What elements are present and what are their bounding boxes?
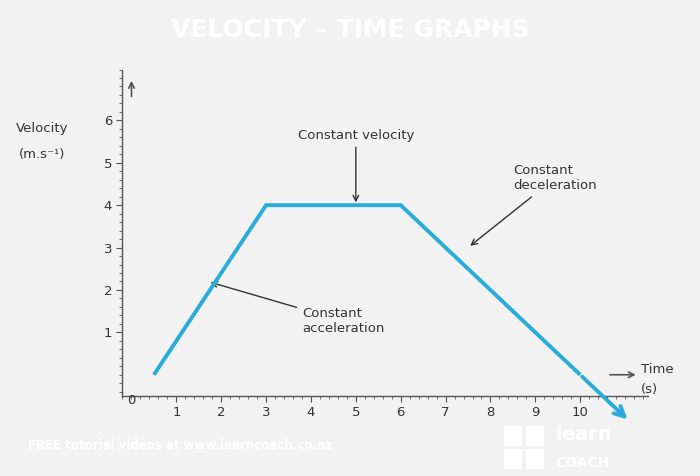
FancyBboxPatch shape bbox=[526, 426, 544, 446]
Text: (m.s⁻¹): (m.s⁻¹) bbox=[18, 148, 65, 161]
FancyBboxPatch shape bbox=[504, 449, 522, 469]
Text: learn: learn bbox=[555, 425, 612, 444]
Text: COACH: COACH bbox=[555, 456, 610, 470]
Text: FREE tutorial videos at www.learncoach.co.nz: FREE tutorial videos at www.learncoach.c… bbox=[28, 439, 332, 452]
FancyBboxPatch shape bbox=[526, 449, 544, 469]
Text: Constant
acceleration: Constant acceleration bbox=[212, 282, 384, 335]
Text: Velocity: Velocity bbox=[15, 122, 68, 135]
FancyBboxPatch shape bbox=[504, 426, 522, 446]
Text: 0: 0 bbox=[127, 394, 136, 407]
Text: Constant velocity: Constant velocity bbox=[298, 129, 414, 201]
Text: Time: Time bbox=[640, 363, 673, 376]
Text: VELOCITY – TIME GRAPHS: VELOCITY – TIME GRAPHS bbox=[171, 18, 529, 42]
Text: Constant
deceleration: Constant deceleration bbox=[471, 165, 596, 245]
Text: (s): (s) bbox=[640, 383, 658, 396]
